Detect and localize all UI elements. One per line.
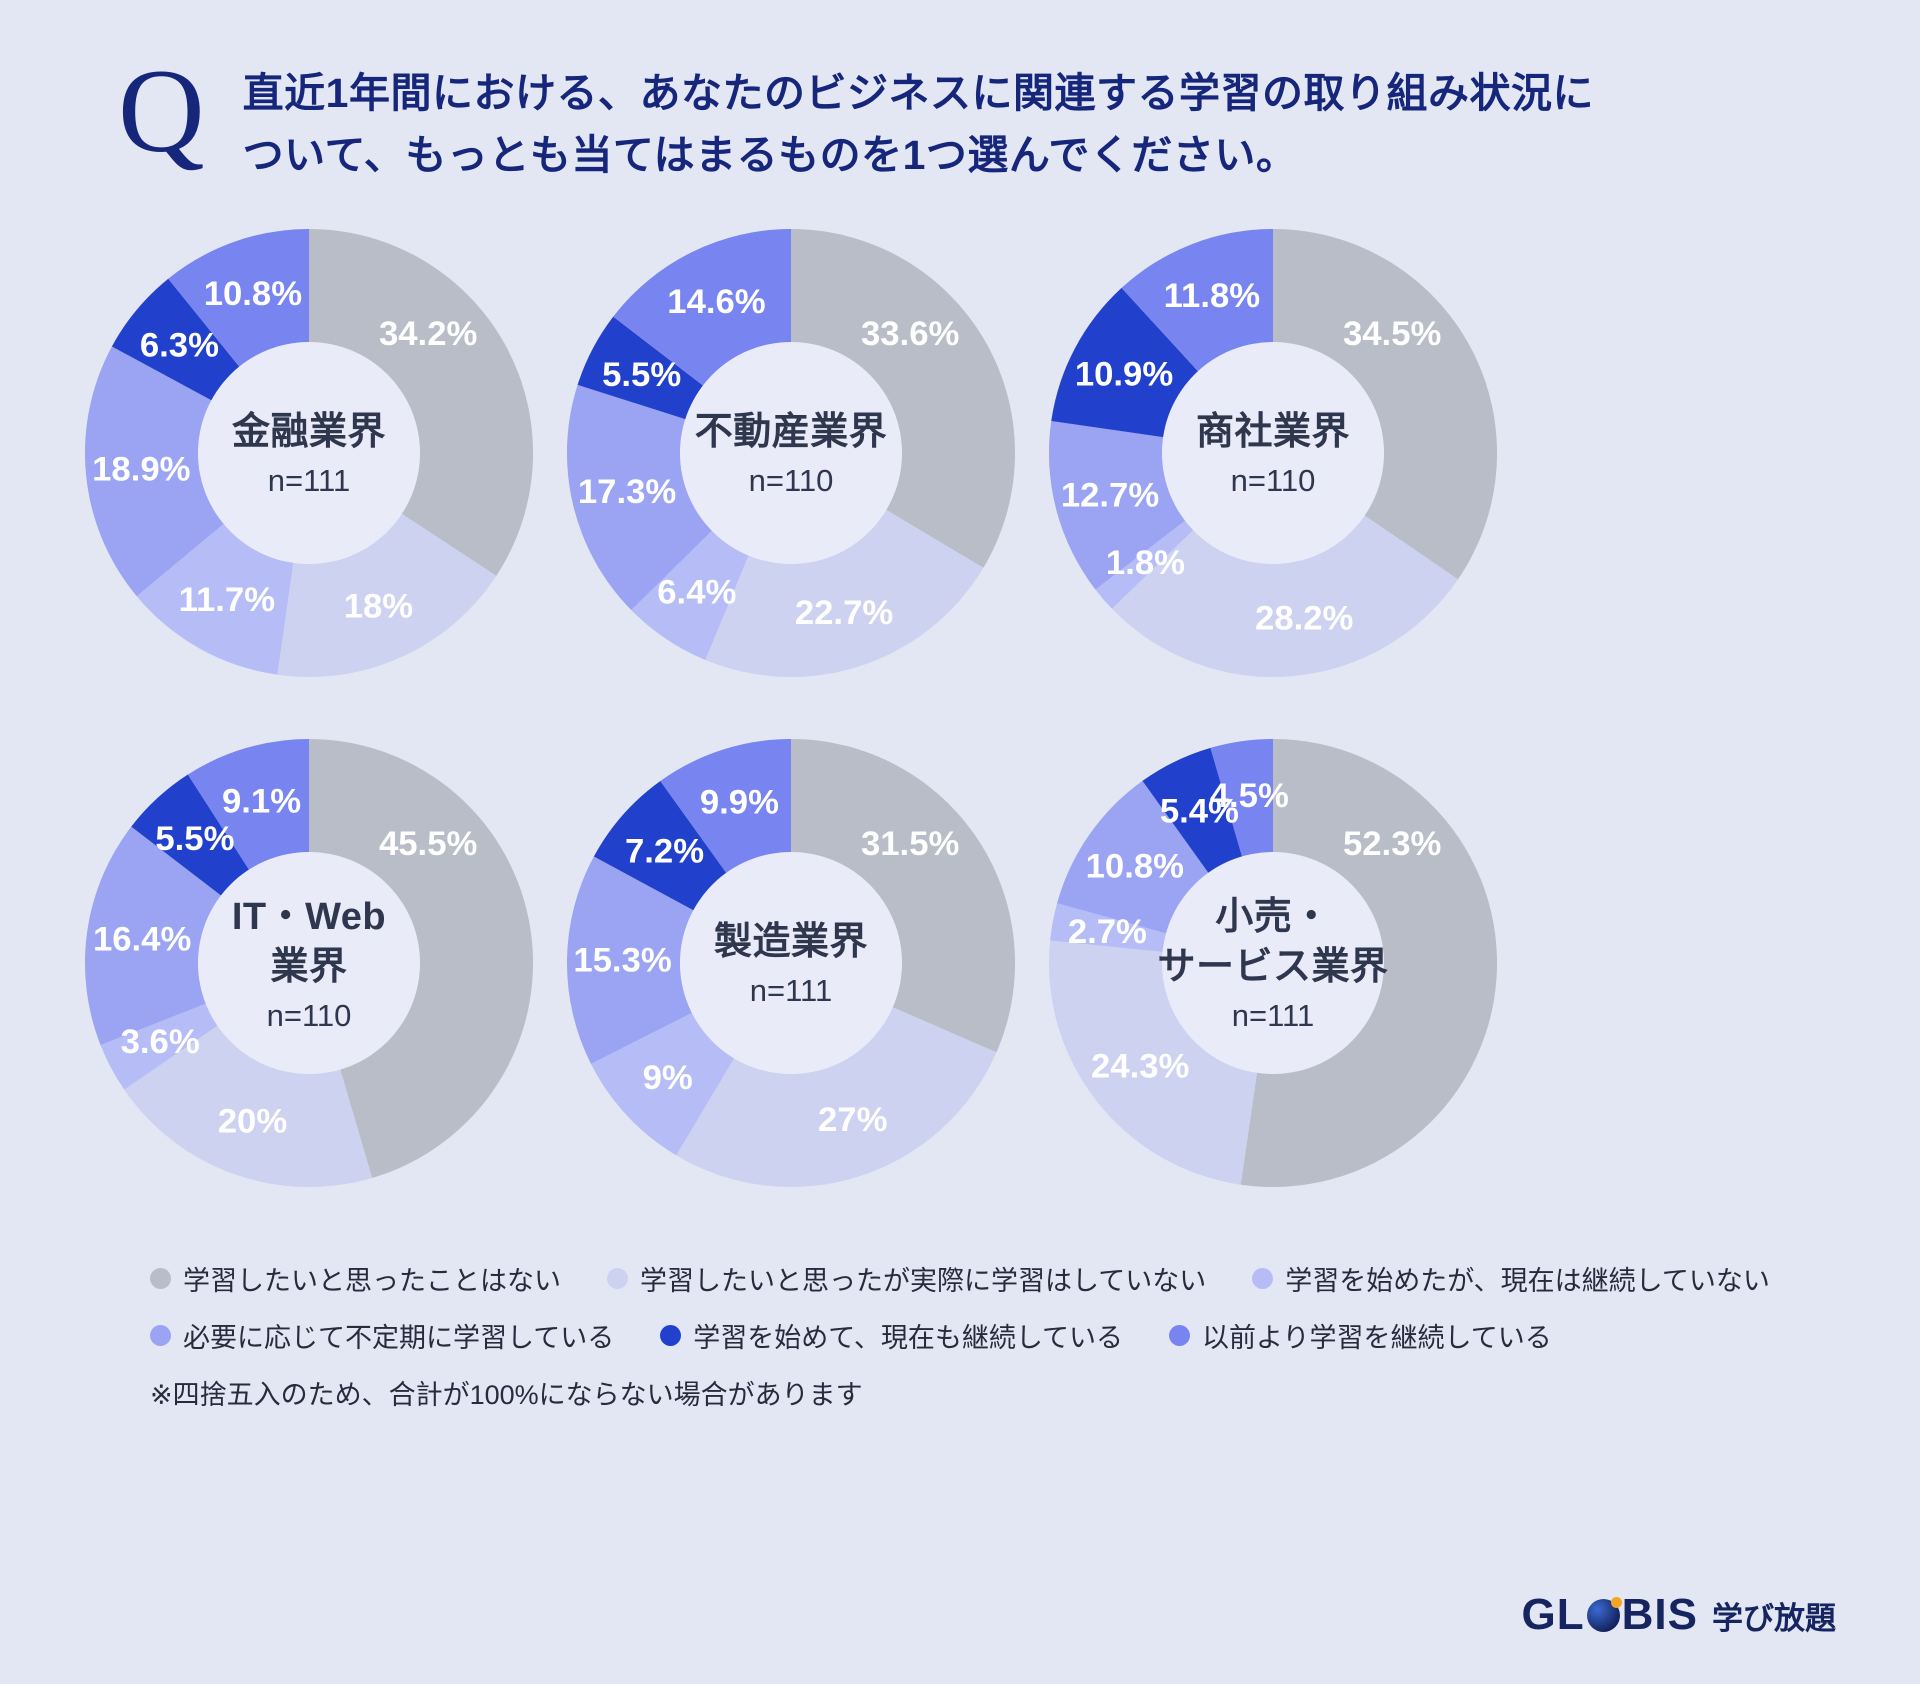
donut-chart-it-web: 45.5% 20% 3.6% 16.4% 5.5% 9.1% IT・Web 業界 n=110 bbox=[68, 733, 550, 1193]
segment-percent-label: 33.6% bbox=[861, 314, 959, 352]
donut-chart-real-estate: 33.6% 22.7% 6.4% 17.3% 5.5% 14.6% 不動産業界 n=110 bbox=[550, 223, 1032, 683]
segment-percent-label: 2.7% bbox=[1068, 913, 1147, 951]
donut-hole bbox=[1161, 341, 1385, 564]
segment-percent-label: 11.7% bbox=[179, 581, 275, 619]
donut-segment bbox=[1273, 228, 1498, 579]
donut-segment bbox=[84, 346, 309, 596]
segment-percent-label: 6.3% bbox=[140, 326, 219, 364]
globis-service-name: 学び放題 bbox=[1712, 1600, 1836, 1636]
segment-percent-label: 12.7% bbox=[1061, 476, 1159, 514]
segment-percent-label: 16.4% bbox=[93, 920, 191, 958]
legend-label: 学習したいと思ったことはない bbox=[183, 1265, 561, 1296]
legend-dot-light-purple bbox=[1252, 1267, 1274, 1289]
segment-percent-label: 7.2% bbox=[625, 832, 704, 870]
segment-percent-label: 10.8% bbox=[204, 275, 302, 313]
segment-percent-label: 31.5% bbox=[861, 824, 959, 862]
segment-percent-label: 18% bbox=[344, 587, 413, 625]
legend-item: 必要に応じて不定期に学習している bbox=[150, 1316, 614, 1355]
segment-percent-label: 18.9% bbox=[92, 450, 190, 488]
donut-segment bbox=[84, 826, 310, 1045]
question-q-mark: Q bbox=[118, 44, 205, 177]
segment-percent-label: 27% bbox=[818, 1100, 887, 1138]
donut-chart-trading: 34.5% 28.2% 1.8% 12.7% 10.9% 11.8% 商社業界 n=110 bbox=[1032, 223, 1514, 683]
globis-globe-icon bbox=[1586, 1596, 1622, 1632]
segment-percent-label: 9.9% bbox=[700, 783, 779, 821]
legend-dot-blue-violet bbox=[1169, 1324, 1191, 1346]
donut-svg: 34.2% 18% 11.7% 18.9% 6.3% 10.8% bbox=[84, 228, 534, 677]
donut-segment bbox=[676, 962, 997, 1187]
segment-percent-label: 11.8% bbox=[1164, 277, 1260, 315]
segment-percent-label: 34.5% bbox=[1343, 314, 1441, 352]
segment-percent-label: 15.3% bbox=[573, 941, 671, 979]
donut-svg: 45.5% 20% 3.6% 16.4% 5.5%9.1% bbox=[84, 738, 534, 1187]
question-line-2: ついて、もっとも当てはまるものを1つ選んでください。 bbox=[242, 132, 1298, 179]
globis-logo: GL BIS 学び放題 bbox=[1522, 1590, 1836, 1640]
globis-wordmark-gl: GL bbox=[1521, 1590, 1585, 1639]
donut-hole bbox=[679, 341, 903, 564]
segment-percent-label: 28.2% bbox=[1255, 599, 1353, 637]
legend: 学習したいと思ったことはない 学習したいと思ったが実際に学習はしていない 学習を… bbox=[150, 1259, 1920, 1412]
segment-percent-label: 20% bbox=[218, 1102, 287, 1140]
segment-percent-label: 10.9% bbox=[1075, 355, 1173, 393]
donut-segment bbox=[566, 856, 791, 1064]
legend-label: 以前より学習を継続している bbox=[1202, 1322, 1552, 1353]
legend-dot-medium-purple bbox=[150, 1324, 171, 1346]
donut-chart-retail-service: 52.3% 24.3% 2.7% 10.8% 5.4% 4.5% 小売・ サービス業界 n=1… bbox=[1032, 733, 1514, 1193]
question-header: Q 直近1年間における、あなたのビジネスに関連する学習の取り組み状況に ついて、… bbox=[0, 0, 1920, 187]
legend-item: 学習したいと思ったが実際に学習はしていない bbox=[607, 1259, 1206, 1298]
donut-chart-manufacturing: 31.5% 27% 9% 15.3% 7.2% 9.9% 製造業界 n=111 bbox=[550, 733, 1032, 1193]
legend-row-2: 必要に応じて不定期に学習している 学習を始めて、現在も継続している 以前より学習… bbox=[150, 1316, 1920, 1355]
segment-percent-label: 5.4% bbox=[1160, 792, 1239, 830]
donut-svg: 52.3% 24.3% 2.7% 10.8% 5.4%4.5% bbox=[1048, 738, 1498, 1187]
segment-percent-label: 22.7% bbox=[795, 594, 893, 632]
globis-wordmark: GL BIS bbox=[1522, 1590, 1698, 1640]
legend-dot-pale-lavender bbox=[607, 1267, 628, 1289]
legend-label: 必要に応じて不定期に学習している bbox=[183, 1322, 615, 1353]
segment-percent-label: 4.5% bbox=[1210, 777, 1289, 815]
legend-dot-gray bbox=[150, 1267, 171, 1289]
donut-hole bbox=[1161, 851, 1385, 1074]
segment-percent-label: 10.8% bbox=[1086, 847, 1184, 885]
segment-percent-label: 9.1% bbox=[222, 782, 301, 820]
legend-label: 学習を始めたが、現在は継続していない bbox=[1285, 1265, 1770, 1296]
segment-percent-label: 24.3% bbox=[1091, 1047, 1189, 1085]
segment-percent-label: 52.3% bbox=[1343, 824, 1441, 862]
donut-chart-finance: 34.2% 18% 11.7% 18.9% 6.3% 10.8% 金融業界 n=111 bbox=[68, 223, 550, 683]
donut-segment bbox=[309, 738, 534, 1178]
donut-segment bbox=[1111, 452, 1459, 677]
segment-percent-label: 5.5% bbox=[155, 820, 234, 858]
segment-percent-label: 14.6% bbox=[667, 282, 765, 320]
legend-label: 学習を始めて、現在も継続している bbox=[693, 1322, 1124, 1353]
donut-svg: 31.5% 27% 9% 15.3% 7.2% 9.9% bbox=[566, 738, 1016, 1187]
globis-wordmark-bis: BIS bbox=[1621, 1590, 1698, 1639]
donut-svg: 33.6% 22.7% 6.4% 17.3% 5.5% 14.6% bbox=[566, 228, 1016, 677]
question-text: 直近1年間における、あなたのビジネスに関連する学習の取り組み状況に ついて、もっ… bbox=[243, 54, 1594, 187]
legend-item: 以前より学習を継続している bbox=[1169, 1316, 1552, 1355]
segment-percent-label: 17.3% bbox=[578, 473, 676, 511]
charts-grid: 34.2% 18% 11.7% 18.9% 6.3% 10.8% 金融業界 n=111 33… bbox=[68, 223, 1920, 1193]
legend-item: 学習を始めたが、現在は継続していない bbox=[1252, 1259, 1770, 1298]
segment-percent-label: 5.5% bbox=[602, 356, 681, 394]
segment-percent-label: 45.5% bbox=[379, 824, 477, 862]
question-line-1: 直近1年間における、あなたのビジネスに関連する学習の取り組み状況に bbox=[242, 70, 1594, 116]
segment-percent-label: 1.8% bbox=[1106, 544, 1185, 582]
legend-item: 学習を始めて、現在も継続している bbox=[660, 1316, 1123, 1355]
donut-hole bbox=[679, 851, 903, 1074]
legend-row-1: 学習したいと思ったことはない 学習したいと思ったが実際に学習はしていない 学習を… bbox=[150, 1259, 1920, 1298]
segment-percent-label: 3.6% bbox=[121, 1023, 200, 1061]
legend-label: 学習したいと思ったが実際に学習はしていない bbox=[640, 1265, 1207, 1296]
donut-hole bbox=[197, 341, 421, 564]
segment-percent-label: 9% bbox=[643, 1058, 693, 1096]
donut-svg: 34.5% 28.2% 1.8% 12.7% 10.9% 11.8% bbox=[1048, 228, 1498, 677]
segment-percent-label: 6.4% bbox=[657, 573, 736, 611]
donut-hole bbox=[197, 851, 421, 1074]
legend-item: 学習したいと思ったことはない bbox=[150, 1259, 561, 1298]
segment-percent-label: 34.2% bbox=[379, 314, 477, 352]
footnote: ※四捨五入のため、合計が100%にならない場合があります bbox=[150, 1379, 863, 1410]
legend-dot-dark-blue bbox=[660, 1324, 682, 1346]
